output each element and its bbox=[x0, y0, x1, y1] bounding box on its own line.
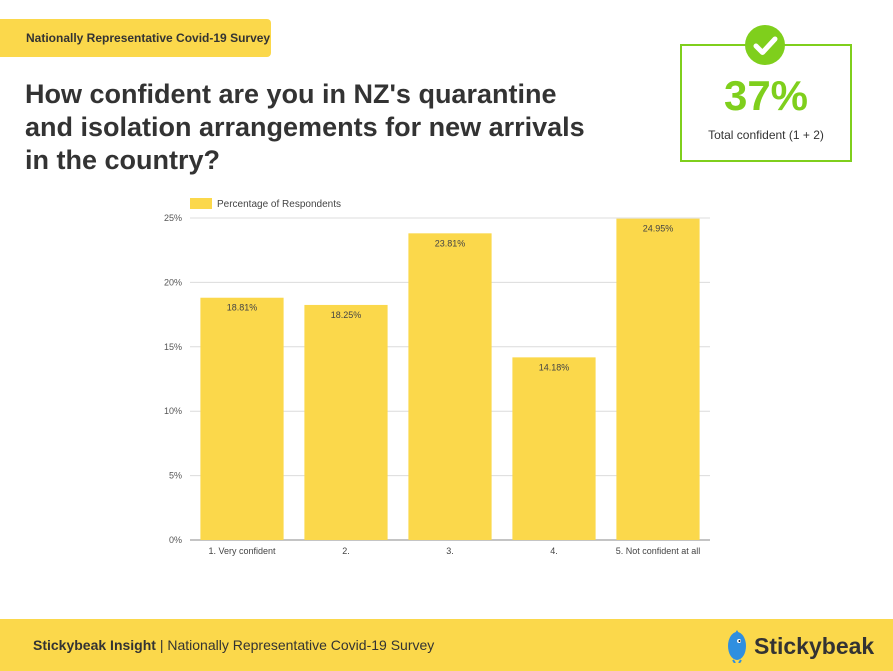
stat-label: Total confident (1 + 2) bbox=[708, 128, 824, 142]
x-tick-label: 1. Very confident bbox=[208, 546, 276, 556]
legend-swatch bbox=[190, 198, 212, 209]
bar bbox=[200, 297, 284, 540]
x-tick-label: 3. bbox=[446, 546, 454, 556]
data-label: 24.95% bbox=[643, 224, 674, 234]
survey-tag: Nationally Representative Covid-19 Surve… bbox=[0, 19, 271, 57]
bar bbox=[408, 233, 492, 540]
x-tick-label: 2. bbox=[342, 546, 350, 556]
bird-icon bbox=[728, 630, 746, 663]
bar bbox=[304, 304, 388, 540]
page-title: How confident are you in NZ's quarantine… bbox=[25, 79, 585, 175]
footer-separator: | bbox=[155, 637, 168, 653]
data-label: 23.81% bbox=[435, 238, 466, 248]
bar-chart: Percentage of Respondents 0% 5% 10% 15% 20% 25… bbox=[164, 198, 710, 556]
x-tick-label: 5. Not confident at all bbox=[616, 546, 701, 556]
footer-subtitle: Nationally Representative Covid-19 Surve… bbox=[167, 637, 435, 653]
data-label: 18.25% bbox=[331, 310, 362, 320]
y-tick-label: 15% bbox=[164, 342, 182, 352]
data-label: 14.18% bbox=[539, 362, 570, 372]
y-tick-label: 25% bbox=[164, 213, 182, 223]
footer-text: Stickybeak Insight | Nationally Represen… bbox=[33, 637, 434, 653]
stat-value: 37% bbox=[723, 72, 809, 119]
stickybeak-logo: Stickybeak bbox=[724, 627, 884, 663]
check-icon bbox=[745, 25, 785, 65]
bar bbox=[616, 218, 700, 541]
legend-label: Percentage of Respondents bbox=[217, 199, 341, 210]
y-tick-label: 0% bbox=[169, 535, 182, 545]
x-tick-label: 4. bbox=[550, 546, 558, 556]
y-tick-label: 5% bbox=[169, 471, 182, 481]
data-label: 18.81% bbox=[227, 303, 258, 313]
footer: Stickybeak Insight | Nationally Represen… bbox=[0, 619, 893, 671]
y-tick-label: 20% bbox=[164, 277, 182, 287]
footer-brand: Stickybeak Insight bbox=[33, 637, 156, 653]
logo-text: Stickybeak bbox=[754, 633, 875, 659]
bar bbox=[512, 357, 596, 540]
y-tick-label: 10% bbox=[164, 406, 182, 416]
